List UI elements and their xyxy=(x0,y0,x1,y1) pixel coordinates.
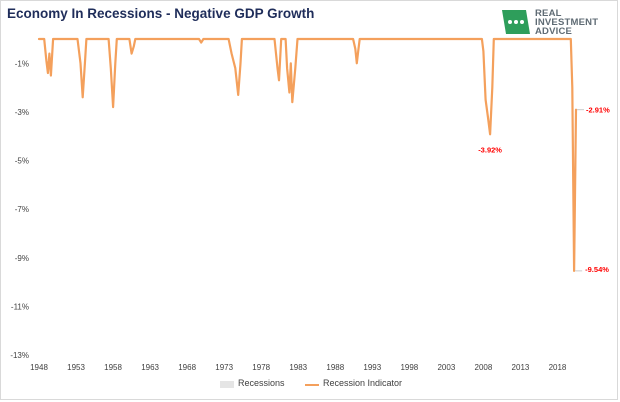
x-tick-label: 1988 xyxy=(326,363,344,372)
x-tick-label: 1948 xyxy=(30,363,48,372)
x-tick-label: 1983 xyxy=(289,363,307,372)
x-tick-label: 1958 xyxy=(104,363,122,372)
logo-text-line2: INVESTMENT xyxy=(535,17,599,28)
x-tick-label: 1973 xyxy=(215,363,233,372)
legend-label-recessions: Recessions xyxy=(238,378,285,388)
x-tick-label: 1953 xyxy=(67,363,85,372)
logo-text-line3: ADVICE xyxy=(535,26,573,37)
x-tick-label: 1978 xyxy=(252,363,270,372)
x-tick-label: 1993 xyxy=(363,363,381,372)
logo xyxy=(502,10,530,34)
series-layer xyxy=(37,37,578,272)
legend-swatch-indicator xyxy=(305,384,319,386)
x-tick-label: 2003 xyxy=(437,363,455,372)
y-tick-label: -7% xyxy=(15,205,29,214)
data-label: -2.91% xyxy=(586,106,610,115)
legend-swatch-recessions xyxy=(220,381,234,388)
data-label: -3.92% xyxy=(478,145,502,154)
x-tick-label: 2018 xyxy=(549,363,567,372)
y-tick-label: -11% xyxy=(11,302,29,311)
y-axis: -1% -3% -5% -7% -9% -11% -13% xyxy=(10,59,29,360)
y-tick-label: -9% xyxy=(15,254,29,263)
legend-label-indicator: Recession Indicator xyxy=(323,378,403,388)
callouts-layer: -3.92% -2.91% -9.54% xyxy=(478,106,610,274)
bar-chart-badge-icon xyxy=(502,10,530,34)
x-tick-label: 1963 xyxy=(141,363,159,372)
y-tick-label: -3% xyxy=(15,108,29,117)
series-line-recession-indicator xyxy=(37,37,578,272)
y-tick-label: -1% xyxy=(15,59,29,68)
chart-title: Economy In Recessions - Negative GDP Gro… xyxy=(7,6,315,21)
y-tick-label: -13% xyxy=(10,351,29,360)
legend: Recessions Recession Indicator xyxy=(0,378,618,392)
x-tick-label: 2013 xyxy=(512,363,530,372)
x-tick-label: 2008 xyxy=(475,363,493,372)
x-axis: 1948 1953 1958 1963 1968 1973 1978 1983 1988 1993… xyxy=(30,363,567,372)
logo-text-line1: REAL xyxy=(535,8,562,19)
y-tick-label: -5% xyxy=(15,157,29,166)
data-label: -9.54% xyxy=(585,265,609,274)
x-tick-label: 1998 xyxy=(400,363,418,372)
x-tick-label: 1968 xyxy=(178,363,196,372)
